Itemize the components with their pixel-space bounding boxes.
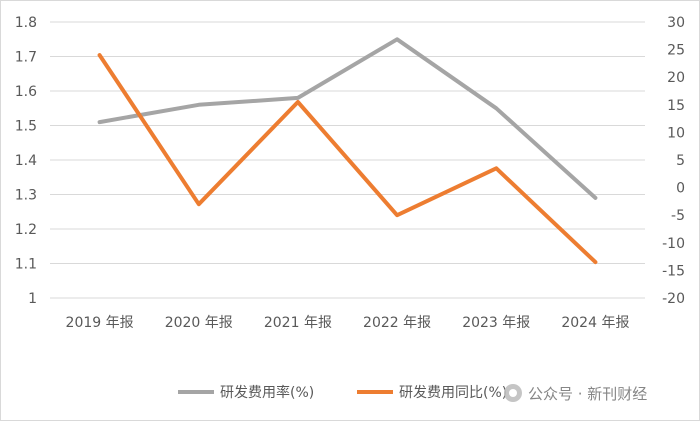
left-tick-label: 1.7 [15,50,37,66]
left-axis-ticks: 1 1.1 1.2 1.3 1.4 1.5 1.6 1.7 1.8 [15,15,37,307]
left-tick-label: 1.6 [15,84,37,100]
left-tick-label: 1 [28,291,37,307]
series-line-2 [97,53,598,265]
right-tick-label: 15 [667,98,685,114]
x-tick-label: 2020 年报 [165,315,233,331]
left-tick-label: 1.5 [15,119,37,135]
right-tick-label: 10 [667,125,685,141]
x-axis-ticks: 2019 年报 2020 年报 2021 年报 2022 年报 2023 年报 2024 … [66,315,630,331]
left-tick-label: 1.2 [15,222,37,238]
left-tick-label: 1.1 [15,257,37,273]
grid-lines [50,21,645,299]
wechat-logo-icon [504,384,522,402]
left-tick-label: 1.4 [15,153,37,169]
right-axis-ticks: -20 -15 -10 -5 0 5 10 15 20 25 30 [662,15,685,307]
legend: 研发费用率(%) 研发费用同比(%) [178,384,507,401]
right-tick-label: 0 [676,181,685,197]
x-tick-label: 2024 年报 [561,315,629,331]
right-tick-label: 20 [667,70,685,86]
watermark-text: 公众号 · 新刊财经 [528,384,648,403]
series-line-1 [97,37,598,200]
right-tick-label: 30 [667,15,685,31]
x-tick-label: 2021 年报 [264,315,332,331]
legend-label: 研发费用同比(%) [399,385,507,401]
left-tick-label: 1.8 [15,15,37,31]
x-tick-label: 2022 年报 [363,315,431,331]
watermark: 公众号 · 新刊财经 [504,380,647,406]
series-lines [97,37,598,265]
right-tick-label: -5 [671,208,685,224]
x-tick-label: 2019 年报 [66,315,134,331]
right-tick-label: -20 [662,291,685,307]
right-tick-label: 5 [676,153,685,169]
left-tick-label: 1.3 [15,188,37,204]
x-tick-label: 2023 年报 [462,315,530,331]
legend-label: 研发费用率(%) [220,384,314,401]
right-tick-label: 25 [667,43,685,59]
right-tick-label: -10 [662,236,685,252]
right-tick-label: -15 [662,263,685,279]
